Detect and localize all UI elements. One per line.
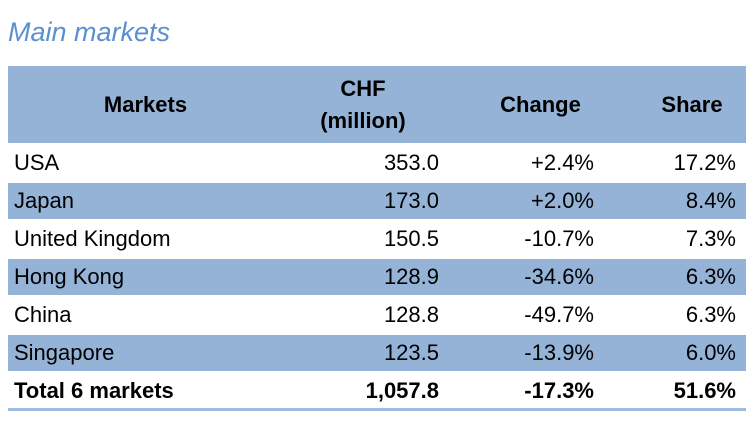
cell-chf: 123.5 [383, 340, 439, 365]
total-chf: 1,057.8 [365, 377, 439, 403]
table-header: Markets CHF (million) Change Share [8, 66, 746, 145]
total-change: -17.3% [524, 377, 594, 403]
cell-market: United Kingdom [14, 226, 171, 251]
cell-change: -10.7% [524, 226, 594, 251]
table-row: United Kingdom 150.5 -10.7% 7.3% [8, 221, 746, 259]
cell-share: 8.4% [685, 188, 736, 213]
cell-share: 6.3% [685, 264, 736, 289]
cell-change: -13.9% [524, 340, 594, 365]
cell-share: 17.2% [673, 150, 736, 175]
total-row: Total 6 markets 1,057.8 -17.3% 51.6% [8, 373, 746, 411]
header-chf-line2: (million) [320, 107, 406, 133]
cell-change: +2.4% [531, 150, 594, 175]
cell-chf: 150.5 [383, 226, 439, 251]
header-share: Share [661, 91, 723, 117]
total-share: 51.6% [673, 377, 736, 403]
page-title: Main markets [8, 17, 171, 47]
cell-change: +2.0% [531, 188, 594, 213]
table-row: China 128.8 -49.7% 6.3% [8, 297, 746, 335]
cell-chf: 353.0 [383, 150, 439, 175]
cell-market: China [14, 302, 72, 327]
cell-market: Singapore [14, 340, 115, 365]
cell-chf: 128.8 [383, 302, 439, 327]
cell-change: -49.7% [524, 302, 594, 327]
cell-chf: 173.0 [383, 188, 439, 213]
cell-market: USA [14, 150, 60, 175]
markets-table: Markets CHF (million) Change Share USA 3… [8, 66, 746, 411]
header-chf: CHF (million) [283, 73, 443, 137]
header-markets: Markets [103, 91, 188, 117]
cell-share: 6.0% [685, 340, 736, 365]
cell-market: Japan [14, 188, 74, 213]
total-market: Total 6 markets [14, 377, 174, 403]
table-row: Japan 173.0 +2.0% 8.4% [8, 183, 746, 221]
table-row: Hong Kong 128.9 -34.6% 6.3% [8, 259, 746, 297]
cell-market: Hong Kong [14, 264, 125, 289]
cell-change: -34.6% [524, 264, 594, 289]
header-chf-line1: CHF [340, 75, 386, 101]
table-row: Singapore 123.5 -13.9% 6.0% [8, 335, 746, 373]
table-row: USA 353.0 +2.4% 17.2% [8, 145, 746, 183]
header-change: Change [500, 91, 581, 117]
cell-share: 6.3% [685, 302, 736, 327]
cell-share: 7.3% [685, 226, 736, 251]
cell-chf: 128.9 [383, 264, 439, 289]
